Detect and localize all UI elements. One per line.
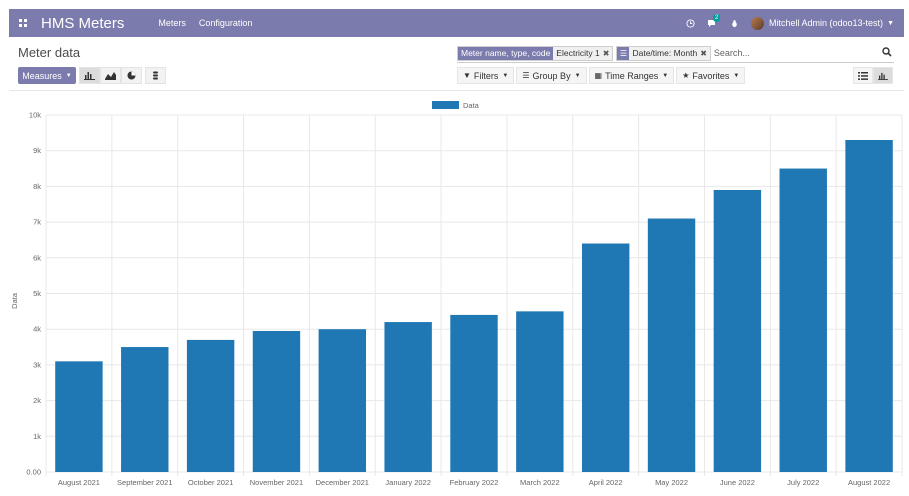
chart-bars: [55, 139, 893, 473]
y-tick-label: 2k: [33, 396, 41, 405]
user-avatar[interactable]: [751, 16, 764, 30]
calendar-icon: ▦: [594, 71, 603, 80]
x-tick-label: November 2021: [250, 478, 303, 487]
menu-configuration[interactable]: Configuration: [198, 18, 253, 28]
bar[interactable]: [384, 322, 432, 472]
search-panel-buttons: ▼ Filters ▼ ☰ Group By ▼ ▦ Time Ranges ▼…: [457, 67, 747, 84]
facet-label: Meter name, type, code: [458, 46, 554, 60]
breadcrumb: Meter data: [18, 45, 81, 60]
view-switcher: [853, 67, 893, 84]
groupby-list-icon: ☰: [522, 71, 530, 80]
bar[interactable]: [186, 339, 235, 472]
x-tick-label: February 2022: [450, 478, 499, 487]
y-tick-label: 1k: [33, 432, 41, 441]
y-tick-label: 5k: [33, 289, 41, 298]
y-axis-title: Data: [10, 292, 19, 309]
chart-type-switcher: [79, 67, 166, 84]
stacked-database-icon[interactable]: [145, 67, 166, 84]
chevron-down-icon: ▼: [574, 72, 581, 79]
search-facet-meter: Meter name, type, code Electricity 1 ✖: [457, 45, 614, 61]
y-tick-label: 3k: [33, 360, 41, 369]
y-tick-label: 10k: [29, 111, 41, 120]
facet-value: Date/time: Month: [632, 48, 698, 58]
bar[interactable]: [845, 139, 893, 473]
chat-badge: 2: [713, 14, 721, 22]
filters-button[interactable]: ▼ Filters ▼: [457, 67, 515, 84]
y-tick-label: 7k: [33, 218, 41, 227]
facet-remove-icon[interactable]: ✖: [602, 48, 610, 58]
measures-label: Measures: [22, 70, 62, 81]
user-menu-name[interactable]: Mitchell Admin (odoo13-test): [769, 18, 884, 28]
legend-swatch: [432, 101, 459, 109]
apps-menu-icon[interactable]: [11, 9, 35, 37]
y-tick-label: 0.00: [26, 468, 41, 477]
x-tick-label: September 2021: [117, 478, 172, 487]
chevron-down-icon: ▼: [502, 72, 509, 79]
bar[interactable]: [581, 243, 630, 472]
search-bar: Meter name, type, code Electricity 1 ✖ ☰…: [457, 44, 894, 63]
search-input[interactable]: [713, 45, 880, 61]
chart-legend[interactable]: Data: [432, 101, 480, 110]
groupby-button[interactable]: ☰ Group By ▼: [516, 67, 587, 84]
x-tick-label: December 2021: [316, 478, 369, 487]
app-title[interactable]: HMS Meters: [41, 14, 125, 32]
y-tick-label: 8k: [33, 182, 41, 191]
x-tick-label: March 2022: [520, 478, 560, 487]
bar[interactable]: [121, 347, 169, 472]
y-tick-label: 4k: [33, 325, 41, 334]
bar[interactable]: [779, 168, 827, 473]
groupby-list-icon: ☰: [617, 46, 630, 60]
bar[interactable]: [713, 189, 762, 472]
pie-chart-icon[interactable]: [121, 67, 142, 84]
x-tick-label: May 2022: [655, 478, 688, 487]
user-menu-caret-icon[interactable]: ▼: [887, 19, 894, 27]
search-icon[interactable]: [880, 46, 894, 60]
facet-value: Electricity 1: [556, 48, 600, 58]
filters-label: Filters: [473, 70, 499, 81]
search-facet-groupby: ☰ Date/time: Month ✖: [616, 45, 711, 61]
groupby-label: Group By: [532, 70, 571, 81]
filter-funnel-icon: ▼: [463, 71, 471, 80]
time-ranges-button[interactable]: ▦ Time Ranges ▼: [588, 67, 675, 84]
bar[interactable]: [516, 311, 564, 472]
debug-bug-icon[interactable]: [723, 9, 745, 37]
x-tick-label: October 2021: [188, 478, 233, 487]
bar[interactable]: [647, 218, 696, 472]
graph-view-icon[interactable]: [873, 67, 893, 84]
activity-clock-icon[interactable]: [679, 9, 701, 37]
bar[interactable]: [318, 329, 367, 472]
line-chart-icon[interactable]: [100, 67, 121, 84]
x-tick-label: August 2022: [848, 478, 890, 487]
x-tick-label: June 2022: [720, 478, 755, 487]
y-tick-label: 9k: [33, 146, 41, 155]
x-axis-labels: August 2021 September 2021 October 2021 Nov…: [58, 478, 890, 487]
menu-meters[interactable]: Meters: [158, 18, 186, 28]
chevron-down-icon: ▼: [662, 72, 669, 79]
bar-chart: August 2021 September 2021 October 2021 Nov…: [10, 101, 903, 487]
discuss-chat-icon[interactable]: 2: [701, 9, 723, 37]
chevron-down-icon: ▼: [65, 72, 72, 79]
bar-chart-icon[interactable]: [79, 67, 100, 84]
favorites-button[interactable]: ★ Favorites ▼: [676, 67, 746, 84]
control-panel-divider: [9, 90, 904, 91]
y-tick-label: 6k: [33, 253, 41, 262]
facet-remove-icon[interactable]: ✖: [700, 48, 707, 58]
bar[interactable]: [55, 361, 103, 472]
x-tick-label: April 2022: [589, 478, 623, 487]
star-icon: ★: [682, 71, 690, 80]
timeranges-label: Time Ranges: [605, 70, 659, 81]
x-tick-label: January 2022: [385, 478, 430, 487]
bar[interactable]: [450, 314, 498, 472]
top-navbar: HMS Meters Meters Configuration 2 Mitche…: [9, 9, 904, 37]
legend-label: Data: [463, 101, 480, 110]
y-axis-labels: 0.00 1k 2k 3k 4k 5k 6k 7k 8k 9k 10k: [26, 111, 41, 477]
bar[interactable]: [252, 330, 301, 472]
x-tick-label: July 2022: [787, 478, 819, 487]
chevron-down-icon: ▼: [733, 72, 740, 79]
x-tick-label: August 2021: [58, 478, 100, 487]
measures-button[interactable]: Measures ▼: [18, 67, 76, 84]
favorites-label: Favorites: [692, 70, 730, 81]
list-view-icon[interactable]: [853, 67, 873, 84]
